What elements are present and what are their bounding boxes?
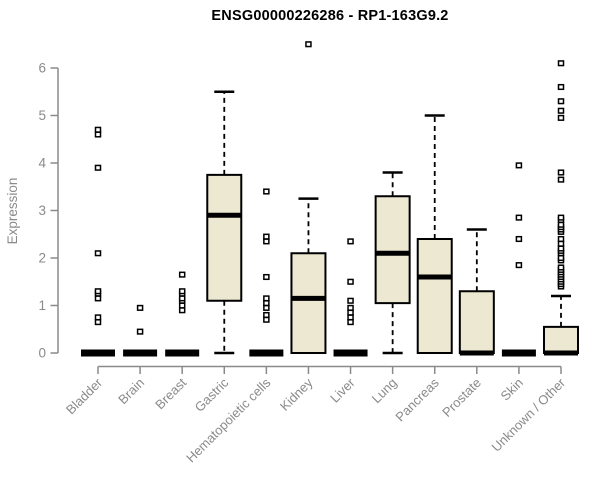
chart-title: ENSG00000226286 - RP1-163G9.2: [211, 8, 449, 24]
box-unknown-other: [543, 325, 579, 354]
outlier-point-breast: [178, 307, 186, 314]
outlier-point-breast: [178, 302, 186, 309]
box-skin: [501, 349, 536, 357]
box-prostate: [458, 290, 495, 354]
outlier-point-skin: [515, 262, 523, 269]
y-tick-label: 2: [38, 251, 46, 266]
x-tick-label-pancreas: Pancreas: [392, 375, 442, 425]
outlier-point-bladder: [94, 131, 102, 138]
outlier-point-unknown-other: [557, 98, 565, 105]
x-tick-label-brain: Brain: [115, 375, 147, 407]
y-tick-label: 6: [38, 61, 46, 76]
box-liver: [333, 349, 368, 357]
outlier-point-hematopoietic-cells: [263, 233, 270, 240]
outlier-point-hematopoietic-cells: [263, 238, 270, 245]
outlier-point-liver: [347, 314, 354, 321]
outlier-point-hematopoietic-cells: [263, 273, 270, 281]
outlier-point-hematopoietic-cells: [263, 304, 270, 311]
y-tick-label: 4: [38, 156, 46, 171]
x-tick-label-kidney: Kidney: [277, 375, 316, 414]
outlier-point-kidney: [305, 41, 312, 48]
outlier-point-unknown-other: [557, 60, 565, 67]
x-tick-label-prostate: Prostate: [439, 375, 484, 420]
box-bladder: [81, 349, 115, 357]
outlier-point-breast: [178, 271, 186, 278]
x-tick-label-bladder: Bladder: [63, 375, 106, 418]
y-tick-label: 0: [38, 346, 46, 361]
outlier-point-liver: [347, 297, 354, 304]
outlier-point-liver: [347, 278, 354, 285]
outlier-point-unknown-other: [557, 245, 565, 252]
x-tick-label-gastric: Gastric: [192, 375, 232, 415]
outlier-point-breast: [178, 295, 186, 302]
x-tick-label-breast: Breast: [152, 375, 189, 412]
outlier-point-skin: [515, 214, 523, 221]
outlier-point-bladder: [94, 288, 102, 295]
outlier-point-liver: [347, 304, 354, 311]
outlier-point-unknown-other: [557, 114, 565, 121]
outlier-point-hematopoietic-cells: [263, 311, 270, 319]
outlier-point-bladder: [94, 295, 102, 302]
box-hematopoietic-cells: [249, 349, 284, 357]
outlier-point-unknown-other: [557, 176, 565, 183]
outlier-point-hematopoietic-cells: [263, 188, 270, 195]
outlier-point-unknown-other: [557, 254, 565, 262]
outlier-point-liver: [347, 238, 354, 245]
outlier-point-unknown-other: [557, 169, 565, 176]
outlier-point-bladder: [94, 319, 102, 326]
x-tick-label-unknown-other: Unknown / Other: [489, 375, 569, 455]
y-tick-label: 1: [38, 298, 46, 313]
outlier-point-bladder: [94, 126, 102, 133]
outlier-point-bladder: [94, 250, 102, 257]
box-lung: [374, 195, 411, 305]
outlier-point-skin: [515, 235, 523, 243]
outlier-point-unknown-other: [557, 235, 565, 243]
outlier-point-skin: [515, 162, 523, 169]
box-brain: [123, 349, 158, 357]
outlier-point-bladder: [94, 164, 102, 171]
outlier-point-bladder: [94, 314, 102, 321]
box-pancreas: [416, 238, 453, 354]
x-tick-label-skin: Skin: [498, 375, 526, 403]
box-breast: [165, 349, 200, 357]
outlier-point-unknown-other: [557, 107, 565, 114]
outlier-point-liver: [347, 309, 354, 316]
outlier-point-hematopoietic-cells: [263, 300, 270, 307]
outlier-point-hematopoietic-cells: [263, 316, 270, 323]
outlier-point-unknown-other: [557, 83, 565, 91]
y-tick-label: 5: [38, 108, 46, 123]
outlier-point-liver: [347, 319, 354, 326]
outlier-point-hematopoietic-cells: [263, 295, 270, 302]
outlier-point-brain: [136, 304, 144, 311]
x-tick-label-liver: Liver: [327, 375, 358, 406]
outlier-point-unknown-other: [557, 264, 565, 271]
outlier-point-breast: [178, 288, 186, 295]
outlier-point-brain: [136, 328, 144, 335]
outlier-point-unknown-other: [557, 240, 565, 247]
outlier-point-unknown-other: [557, 221, 565, 228]
x-tick-label-lung: Lung: [369, 375, 400, 406]
box-gastric: [206, 173, 243, 302]
box-kidney: [290, 252, 327, 354]
y-tick-label: 3: [38, 203, 46, 218]
outlier-point-unknown-other: [557, 214, 565, 221]
